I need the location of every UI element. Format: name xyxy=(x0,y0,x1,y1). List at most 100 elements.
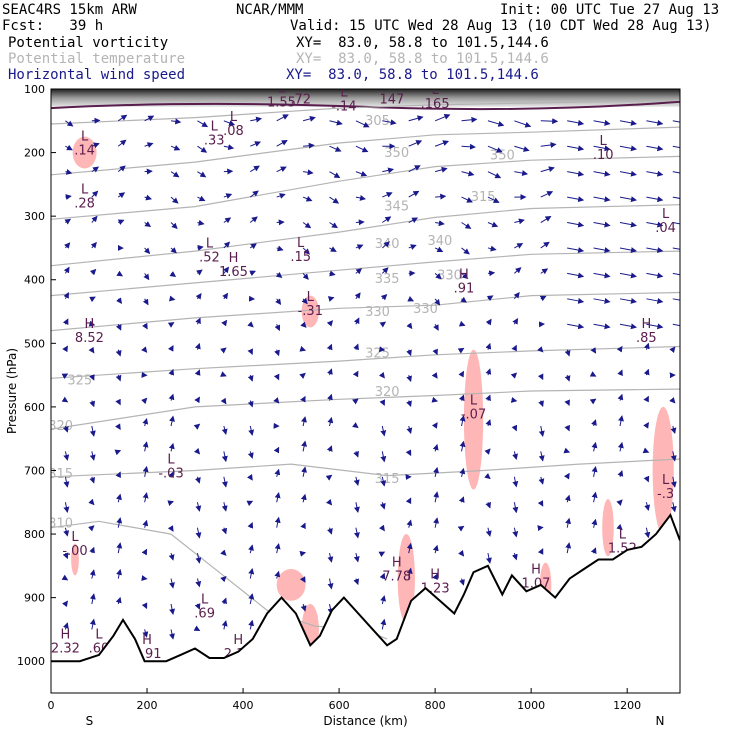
pv-extremum-value: 8.52 xyxy=(75,331,104,346)
theta-label: 315 xyxy=(471,190,496,205)
wind-vector xyxy=(63,266,70,274)
wind-vector xyxy=(646,221,664,228)
model-title: SEAC4RS 15km ARW xyxy=(2,2,137,18)
wind-vector xyxy=(115,324,122,331)
pv-extremum-type: L xyxy=(388,79,396,94)
wind-vector xyxy=(670,425,677,434)
wind-vector xyxy=(433,517,440,528)
wind-vector xyxy=(485,318,492,326)
wind-vector xyxy=(619,323,637,330)
wind-vector xyxy=(275,298,282,306)
theta-label: 335 xyxy=(375,272,400,287)
wind-vector xyxy=(405,497,412,505)
pv-extremum-type: L xyxy=(307,290,315,305)
wind-vector xyxy=(61,373,69,380)
wind-vector xyxy=(115,471,121,479)
y-tick-label: 900 xyxy=(24,592,45,605)
wind-vector xyxy=(303,169,314,176)
pv-extremum-type: H xyxy=(459,268,469,283)
wind-vector xyxy=(406,542,413,554)
wind-vector xyxy=(406,322,413,330)
wind-vector xyxy=(247,374,254,382)
wind-vector xyxy=(88,320,96,327)
wind-vector xyxy=(88,346,95,354)
wind-vector xyxy=(61,574,69,581)
wind-vector xyxy=(408,190,420,198)
pv-extremum-type: H xyxy=(392,556,402,571)
wind-vector xyxy=(591,518,598,528)
wind-vector xyxy=(590,347,597,354)
wind-vector xyxy=(329,145,342,152)
south-end-label: S xyxy=(86,714,94,728)
wind-vector xyxy=(194,342,201,350)
wind-vector xyxy=(329,171,341,178)
wind-vector xyxy=(565,542,572,554)
wind-vector xyxy=(564,399,570,407)
terrain-fill xyxy=(51,515,680,693)
wind-vector xyxy=(379,399,386,406)
wind-vector xyxy=(514,145,530,152)
wind-vector xyxy=(484,448,491,455)
x-tick-label: 200 xyxy=(137,699,158,712)
wind-vector xyxy=(117,165,126,173)
wind-vector xyxy=(247,522,254,529)
wind-vector xyxy=(276,245,284,252)
field-xy-theta: XY= 83.0, 58.8 to 101.5,144.6 xyxy=(296,51,549,67)
wind-vector xyxy=(247,400,254,408)
wind-vector xyxy=(617,393,624,401)
wind-vector xyxy=(432,573,438,581)
wind-vector xyxy=(116,542,123,554)
wind-vector xyxy=(327,553,334,563)
theta-label: 340 xyxy=(428,234,453,249)
wind-vector xyxy=(644,527,651,539)
wind-vector xyxy=(616,523,623,531)
wind-vector xyxy=(672,298,680,301)
wind-vector xyxy=(301,297,308,305)
pv-extremum-value: -.00 xyxy=(62,544,87,559)
wind-vector xyxy=(567,272,585,279)
wind-vector xyxy=(434,114,451,122)
field-name-wind: Horizontal wind speed xyxy=(8,67,186,83)
wind-vector xyxy=(115,596,122,605)
wind-vector xyxy=(89,476,96,484)
wind-vector xyxy=(540,268,549,275)
x-tick-label: 800 xyxy=(425,699,446,712)
terrain-line xyxy=(51,512,680,663)
wind-vector xyxy=(511,344,517,352)
wind-vector xyxy=(537,548,544,555)
theta-label: 350 xyxy=(384,146,409,161)
wind-vector xyxy=(514,170,529,177)
wind-vector xyxy=(593,170,611,177)
x-tick-label: 1200 xyxy=(613,699,641,712)
wind-vector xyxy=(168,345,174,352)
wind-vector xyxy=(672,247,680,250)
wind-vector xyxy=(327,578,334,590)
wind-vector xyxy=(487,270,496,277)
wind-vector xyxy=(142,492,149,503)
wind-vector xyxy=(221,451,228,463)
wind-vector xyxy=(538,476,545,485)
wind-vector xyxy=(144,194,153,201)
wind-vector xyxy=(459,578,465,586)
stratosphere-shading xyxy=(51,89,680,107)
wind-vector xyxy=(646,272,664,279)
wind-vector xyxy=(193,447,201,455)
pv-extremum-value: -.14 xyxy=(331,100,356,115)
wind-vector xyxy=(378,371,385,379)
wind-vector xyxy=(540,118,559,125)
wind-vector xyxy=(64,218,72,225)
theta-label: 350 xyxy=(490,149,515,164)
pv-extremum-value: .69 xyxy=(194,606,215,621)
wind-vector xyxy=(63,292,69,300)
wind-vector xyxy=(89,268,97,276)
theta-label: 305 xyxy=(365,114,390,129)
wind-vector xyxy=(382,192,393,198)
wind-vector xyxy=(672,222,680,225)
wind-vector xyxy=(564,374,571,382)
y-tick-label: 700 xyxy=(24,464,45,477)
theta-isentrope-350 xyxy=(51,126,680,176)
wind-vector xyxy=(170,247,177,254)
wind-vector xyxy=(642,447,650,454)
pv-extremum-value: .10 xyxy=(593,148,614,163)
wind-vector xyxy=(618,415,624,427)
